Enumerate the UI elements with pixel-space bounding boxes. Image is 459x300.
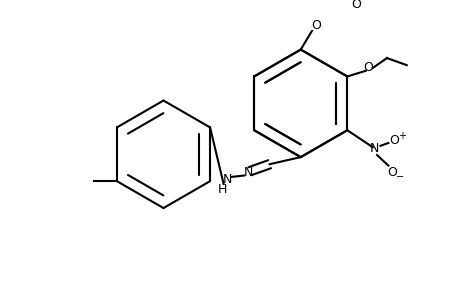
Text: O: O — [387, 166, 397, 179]
Text: H: H — [218, 183, 227, 196]
Text: N: N — [369, 142, 378, 155]
Text: +: + — [397, 131, 405, 141]
Text: −: − — [396, 172, 403, 182]
Text: O: O — [363, 61, 373, 74]
Text: N: N — [243, 166, 252, 179]
Text: O: O — [351, 0, 361, 11]
Text: O: O — [311, 19, 320, 32]
Text: N: N — [222, 173, 231, 186]
Text: O: O — [388, 134, 398, 147]
